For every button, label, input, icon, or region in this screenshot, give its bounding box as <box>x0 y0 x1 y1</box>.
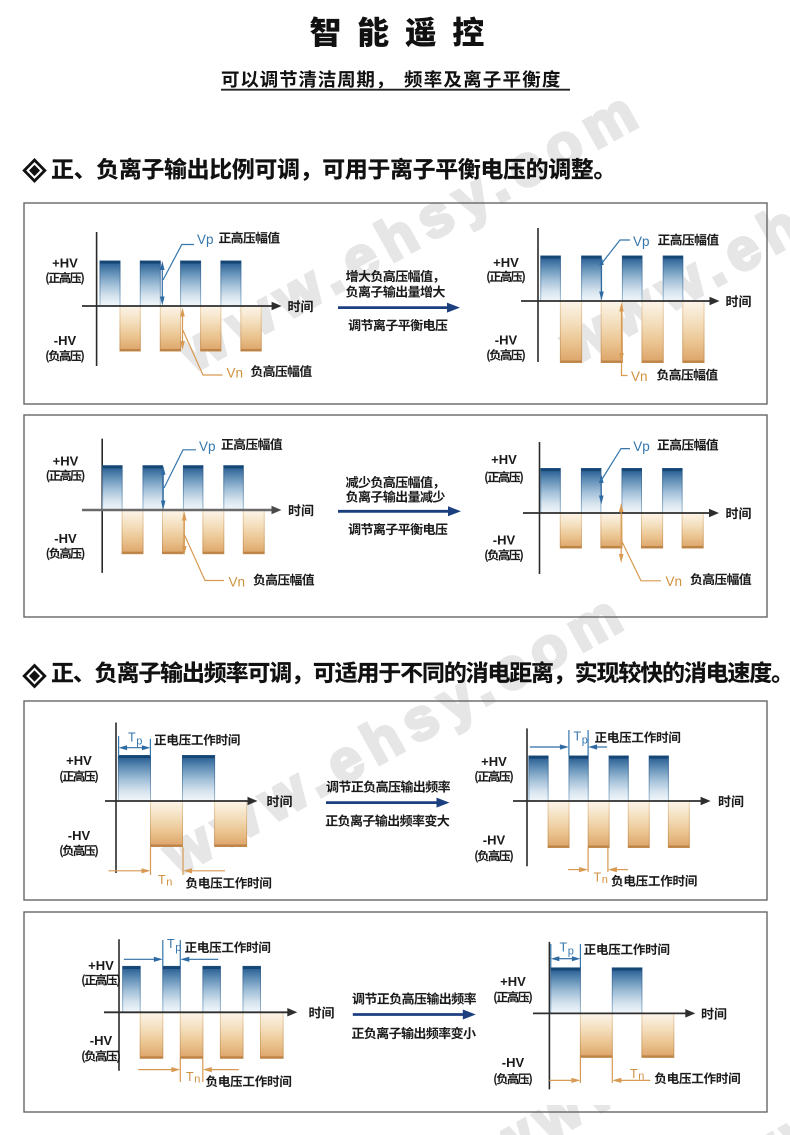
svg-text:Vn: Vn <box>229 575 246 590</box>
svg-text:p: p <box>175 942 181 954</box>
svg-text:-HV: -HV <box>493 533 516 548</box>
svg-text:p: p <box>136 735 142 747</box>
svg-text:-HV: -HV <box>54 333 77 348</box>
svg-text:+HV: +HV <box>500 974 526 989</box>
svg-text:-HV: -HV <box>495 333 518 348</box>
svg-text:n: n <box>194 1074 200 1086</box>
svg-text:n: n <box>602 874 608 886</box>
svg-text:Vn: Vn <box>631 369 648 384</box>
svg-text:+HV: +HV <box>491 452 517 467</box>
svg-text:T: T <box>167 937 175 951</box>
svg-text:Vp: Vp <box>199 439 216 454</box>
svg-text:+HV: +HV <box>52 255 78 270</box>
svg-text:T: T <box>594 871 602 885</box>
svg-text:-HV: -HV <box>90 1033 113 1048</box>
svg-text:+HV: +HV <box>481 754 507 769</box>
svg-text:T: T <box>560 941 568 955</box>
svg-text:Vn: Vn <box>666 574 683 589</box>
svg-text:T: T <box>158 873 166 887</box>
svg-text:p: p <box>582 734 588 746</box>
svg-text:+HV: +HV <box>493 255 519 270</box>
svg-text:Vp: Vp <box>633 234 650 249</box>
svg-text:-HV: -HV <box>68 828 91 843</box>
svg-text:Vp: Vp <box>197 232 214 247</box>
svg-text:-HV: -HV <box>54 531 77 546</box>
svg-text:n: n <box>638 1071 644 1083</box>
svg-text:-HV: -HV <box>483 833 506 848</box>
svg-text:T: T <box>630 1067 638 1081</box>
svg-text:+HV: +HV <box>53 454 79 469</box>
svg-text:T: T <box>574 730 582 744</box>
svg-text:T: T <box>186 1070 194 1084</box>
svg-text:p: p <box>568 945 574 957</box>
svg-text:+HV: +HV <box>66 753 92 768</box>
svg-text:Vp: Vp <box>633 439 650 454</box>
svg-text:+HV: +HV <box>88 958 114 973</box>
svg-text:Vn: Vn <box>227 366 244 381</box>
svg-text:n: n <box>166 877 172 889</box>
svg-text:www.ehsy.com: www.ehsy.com <box>674 910 790 1135</box>
svg-text:-HV: -HV <box>502 1055 525 1070</box>
svg-text:T: T <box>128 731 136 745</box>
